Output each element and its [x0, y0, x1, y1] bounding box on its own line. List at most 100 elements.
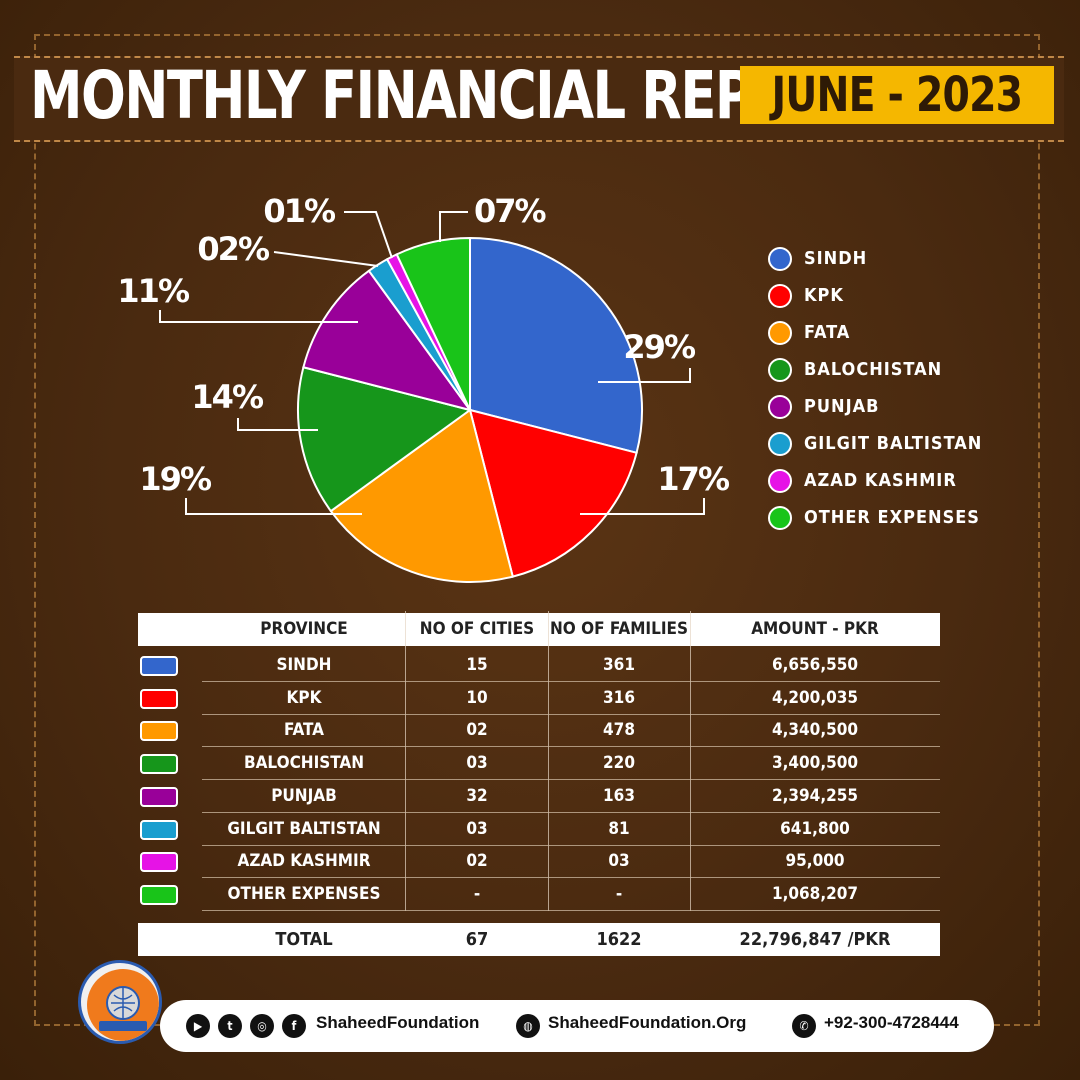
- footer-bar: ▶ t ◎ f ShaheedFoundation ◍ ShaheedFound…: [160, 1000, 994, 1052]
- legend-marker: [768, 394, 792, 419]
- header-families: NO OF FAMILIES: [549, 619, 689, 639]
- legend-marker: [768, 283, 792, 308]
- globe-icon: ◍: [516, 1014, 540, 1038]
- row-amount: 3,400,500: [771, 753, 859, 774]
- row-divider: [202, 877, 940, 879]
- total-row: TOTAL 67 1622 22,796,847 /PKR: [138, 923, 940, 956]
- legend-item: GILGIT BALTISTAN: [768, 425, 982, 462]
- header-cities: NO OF CITIES: [419, 619, 535, 639]
- pie-percent-label: 29%: [623, 328, 696, 366]
- legend-label: SINDH: [804, 248, 868, 269]
- social-handle[interactable]: ShaheedFoundation: [316, 1013, 480, 1032]
- legend: SINDH KPK FATA BALOCHISTAN PUNJAB GILGIT BALT…: [768, 240, 982, 536]
- row-province: GILGIT BALTISTAN: [227, 818, 381, 839]
- row-families: 03: [608, 851, 630, 872]
- foundation-logo: [78, 960, 162, 1044]
- total-amount: 22,796,847 /PKR: [739, 929, 891, 950]
- row-province: SINDH: [276, 655, 332, 675]
- header-province: PROVINCE: [260, 619, 348, 639]
- legend-label: BALOCHISTAN: [804, 359, 943, 380]
- pie-percent-label: 01%: [263, 192, 336, 230]
- row-families: 220: [603, 753, 635, 774]
- pie-slice-punjab: [302, 269, 473, 412]
- month-badge: JUNE - 2023: [740, 66, 1054, 124]
- pie-percent-label: 11%: [117, 272, 190, 310]
- legend-marker: [768, 468, 792, 493]
- twitter-icon[interactable]: t: [218, 1014, 242, 1038]
- row-divider: [202, 909, 940, 911]
- row-divider: [202, 746, 940, 748]
- leader-line: [439, 211, 468, 242]
- total-families: 1622: [596, 929, 642, 950]
- row-families: 361: [603, 655, 635, 675]
- row-families: 81: [608, 818, 630, 839]
- pie-percent-label: 02%: [197, 230, 270, 268]
- row-cities: 02: [466, 720, 488, 741]
- row-amount: 641,800: [780, 818, 850, 839]
- row-amount: 95,000: [785, 851, 845, 872]
- leader-line: [237, 418, 318, 431]
- row-amount: 4,340,500: [771, 720, 859, 741]
- row-cities: 15: [466, 655, 488, 675]
- leader-line: [185, 498, 362, 515]
- row-amount: 1,068,207: [771, 883, 859, 904]
- leader-line: [598, 368, 691, 383]
- facebook-icon[interactable]: f: [282, 1014, 306, 1038]
- row-cities: 03: [466, 818, 488, 839]
- legend-label: PUNJAB: [804, 396, 880, 417]
- row-province: OTHER EXPENSES: [227, 883, 381, 904]
- table-row: PUNJAB 32 163 2,394,255: [138, 780, 940, 813]
- table-row: SINDH 15 361 6,656,550: [138, 649, 940, 682]
- row-swatch: [140, 721, 178, 742]
- row-divider: [202, 681, 940, 682]
- row-swatch: [140, 656, 178, 676]
- table-row: BALOCHISTAN 03 220 3,400,500: [138, 747, 940, 781]
- row-swatch: [140, 786, 178, 807]
- table-row: AZAD KASHMIR 02 03 95,000: [138, 845, 940, 879]
- column-divider: [690, 611, 691, 911]
- row-province: PUNJAB: [271, 785, 337, 806]
- total-cities: 67: [465, 929, 489, 950]
- pie-slice-balochistan: [297, 366, 473, 513]
- phone-icon: ✆: [792, 1014, 816, 1038]
- legend-label: AZAD KASHMIR: [804, 470, 957, 491]
- row-divider: [202, 844, 940, 846]
- row-cities: -: [473, 883, 481, 904]
- row-amount: 2,394,255: [771, 785, 859, 806]
- row-families: 478: [603, 720, 635, 741]
- legend-marker: [768, 431, 792, 456]
- table-row: KPK 10 316 4,200,035: [138, 682, 940, 715]
- pie-percent-label: 14%: [191, 378, 264, 416]
- instagram-icon[interactable]: ◎: [250, 1014, 274, 1038]
- legend-item: FATA: [768, 314, 982, 351]
- legend-marker: [768, 246, 792, 271]
- youtube-icon[interactable]: ▶: [186, 1014, 210, 1038]
- pie-slice-fata: [329, 408, 514, 583]
- phone-number[interactable]: +92-300-4728444: [824, 1013, 959, 1032]
- legend-item: PUNJAB: [768, 388, 982, 425]
- table-row: OTHER EXPENSES - - 1,068,207: [138, 878, 940, 911]
- row-province: KPK: [286, 687, 322, 708]
- row-divider: [202, 811, 940, 813]
- row-province: FATA: [284, 720, 324, 741]
- leader-line: [159, 310, 358, 323]
- pie-slice-kpk: [468, 408, 638, 578]
- row-swatch: [140, 819, 178, 840]
- month-text: JUNE - 2023: [771, 67, 1024, 123]
- legend-item: KPK: [768, 277, 982, 314]
- legend-marker: [768, 320, 792, 345]
- row-amount: 4,200,035: [771, 687, 859, 708]
- page-title: MONTHLY FINANCIAL REPORT: [30, 57, 868, 134]
- website-link[interactable]: ShaheedFoundation.Org: [548, 1013, 747, 1032]
- legend-label: OTHER EXPENSES: [804, 507, 980, 528]
- table-header: PROVINCE NO OF CITIES NO OF FAMILIES AMO…: [138, 613, 940, 646]
- pie-percent-label: 07%: [474, 192, 547, 230]
- legend-item: SINDH: [768, 240, 982, 277]
- table-row: GILGIT BALTISTAN 03 81 641,800: [138, 813, 940, 846]
- leader-line: [580, 498, 705, 515]
- row-divider: [202, 713, 940, 715]
- legend-label: KPK: [804, 285, 844, 306]
- legend-label: FATA: [804, 322, 851, 343]
- legend-marker: [768, 505, 792, 530]
